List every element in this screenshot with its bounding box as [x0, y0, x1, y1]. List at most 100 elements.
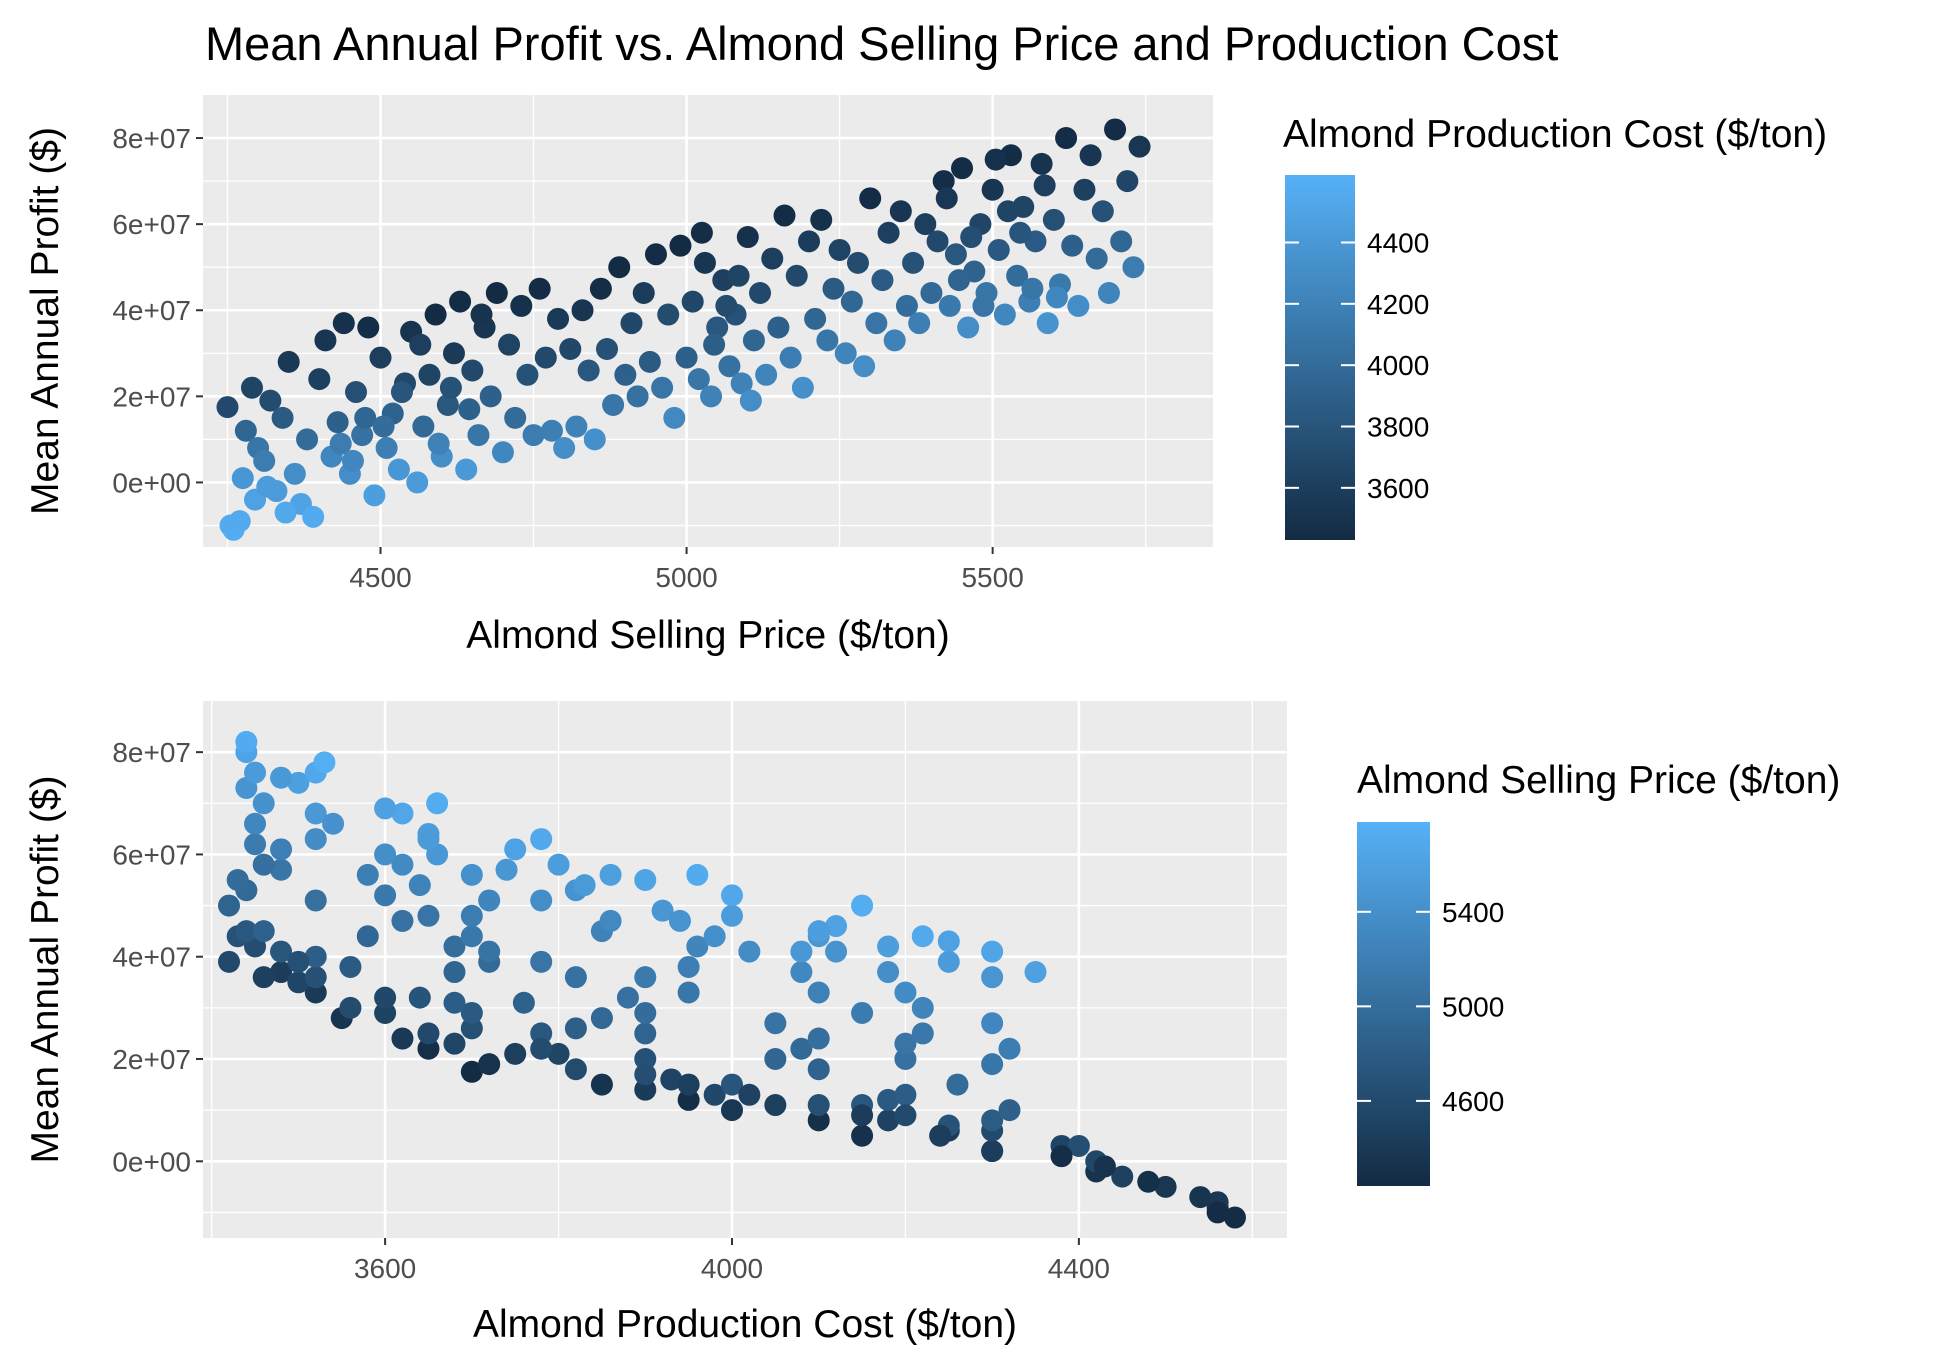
- data-point: [1097, 282, 1120, 305]
- data-point: [877, 935, 900, 958]
- data-point: [981, 966, 1004, 989]
- data-point: [270, 838, 293, 861]
- data-point: [516, 363, 539, 386]
- data-point: [270, 940, 293, 963]
- x-tick-label: 4400: [1048, 1253, 1110, 1284]
- data-point: [677, 1088, 700, 1111]
- data-point: [677, 955, 700, 978]
- data-point: [677, 1073, 700, 1096]
- data-point: [738, 940, 761, 963]
- data-point: [252, 920, 275, 943]
- data-point: [460, 1001, 483, 1024]
- data-point: [374, 986, 397, 1009]
- data-point: [354, 406, 377, 429]
- data-point: [935, 187, 958, 210]
- data-point: [417, 1022, 440, 1045]
- data-point: [313, 751, 336, 774]
- data-point: [987, 238, 1010, 261]
- data-point: [218, 950, 241, 973]
- data-point: [547, 853, 570, 876]
- data-point: [271, 406, 294, 429]
- data-point: [677, 981, 700, 1004]
- legend-tick-label: 5400: [1442, 897, 1504, 928]
- y-tick-label: 0e+00: [112, 467, 191, 498]
- data-point: [681, 290, 704, 313]
- data-point: [1110, 230, 1133, 253]
- data-point: [218, 894, 241, 917]
- data-point: [408, 986, 431, 1009]
- data-point: [339, 996, 362, 1019]
- x-tick-label: 3600: [354, 1253, 416, 1284]
- data-point: [660, 1068, 683, 1091]
- data-point: [938, 294, 961, 317]
- data-point: [877, 1109, 900, 1132]
- data-point: [244, 833, 267, 856]
- data-point: [851, 894, 874, 917]
- data-point: [530, 828, 553, 851]
- data-point: [304, 966, 327, 989]
- data-point: [686, 863, 709, 886]
- data-point: [807, 1027, 830, 1050]
- data-point: [894, 1104, 917, 1127]
- data-point: [1122, 256, 1145, 279]
- data-point: [341, 449, 364, 472]
- data-point: [391, 802, 414, 825]
- data-point: [894, 981, 917, 1004]
- data-point: [703, 333, 726, 356]
- data-point: [374, 797, 397, 820]
- data-point: [504, 406, 527, 429]
- data-point: [703, 925, 726, 948]
- data-point: [651, 899, 674, 922]
- data-point: [632, 282, 655, 305]
- data-point: [764, 1012, 787, 1035]
- data-point: [877, 221, 900, 244]
- data-point: [1036, 312, 1059, 335]
- data-point: [259, 389, 282, 412]
- data-point: [571, 299, 594, 322]
- data-point: [270, 766, 293, 789]
- data-point: [406, 471, 429, 494]
- y-tick-label: 2e+07: [112, 381, 191, 412]
- data-point: [790, 1037, 813, 1060]
- data-point: [883, 329, 906, 352]
- data-point: [730, 372, 753, 395]
- data-point: [807, 1094, 830, 1117]
- data-point: [460, 904, 483, 927]
- data-point: [1189, 1186, 1212, 1209]
- data-point: [369, 346, 392, 369]
- data-point: [920, 282, 943, 305]
- data-point: [252, 966, 275, 989]
- data-point: [807, 981, 830, 1004]
- data-point: [634, 869, 657, 891]
- data-point: [270, 961, 293, 984]
- data-point: [703, 1083, 726, 1106]
- data-point: [590, 1073, 613, 1096]
- data-point: [1111, 1165, 1134, 1188]
- data-point: [408, 874, 431, 897]
- data-point: [720, 1099, 743, 1122]
- data-point: [700, 385, 723, 408]
- data-point: [822, 277, 845, 300]
- data-point: [690, 221, 713, 244]
- data-point: [573, 874, 596, 897]
- data-point: [304, 828, 327, 851]
- data-point: [530, 950, 553, 973]
- data-point: [234, 419, 257, 442]
- data-point: [773, 204, 796, 227]
- data-point: [304, 945, 327, 968]
- data-point: [851, 1001, 874, 1024]
- data-point: [865, 312, 888, 335]
- data-point: [252, 792, 275, 815]
- data-point: [564, 1058, 587, 1081]
- data-point: [877, 1088, 900, 1111]
- data-point: [1006, 264, 1029, 287]
- data-point: [947, 269, 970, 292]
- data-point: [720, 1073, 743, 1096]
- data-point: [779, 346, 802, 369]
- data-point: [565, 415, 588, 438]
- data-point: [929, 1124, 952, 1147]
- data-point: [951, 157, 974, 180]
- data-point: [1067, 1134, 1090, 1157]
- data-point: [1091, 200, 1114, 223]
